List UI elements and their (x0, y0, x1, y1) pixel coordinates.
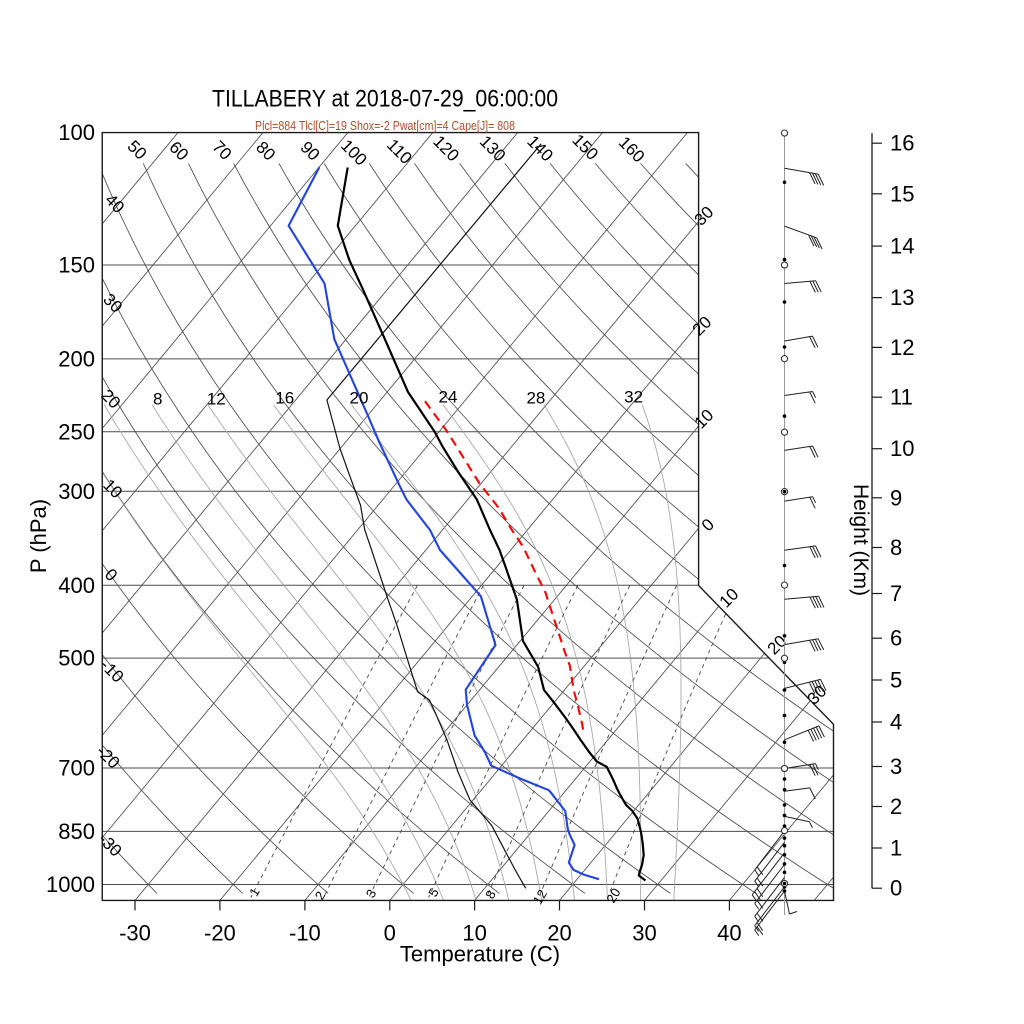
svg-text:300: 300 (58, 479, 95, 504)
svg-text:20: 20 (603, 885, 623, 905)
svg-text:1000: 1000 (46, 872, 95, 897)
svg-text:-10: -10 (289, 921, 321, 946)
svg-text:-30: -30 (119, 921, 151, 946)
svg-text:40: 40 (717, 921, 741, 946)
svg-text:14: 14 (890, 234, 914, 259)
svg-text:28: 28 (526, 388, 545, 407)
svg-text:24: 24 (439, 388, 458, 407)
svg-text:250: 250 (58, 419, 95, 444)
svg-text:6: 6 (890, 626, 902, 651)
svg-text:12: 12 (530, 887, 550, 907)
svg-text:2: 2 (890, 794, 902, 819)
svg-text:10: 10 (890, 436, 914, 461)
svg-text:3: 3 (890, 754, 902, 779)
svg-text:7: 7 (890, 581, 902, 606)
svg-text:850: 850 (58, 819, 95, 844)
svg-text:400: 400 (58, 573, 95, 598)
svg-text:4: 4 (890, 710, 902, 735)
svg-text:16: 16 (275, 389, 294, 408)
svg-text:-20: -20 (204, 921, 236, 946)
svg-text:Temperature (C): Temperature (C) (400, 942, 560, 967)
svg-text:500: 500 (58, 646, 95, 671)
svg-text:0: 0 (890, 876, 902, 901)
svg-text:P (hPa): P (hPa) (26, 499, 51, 573)
svg-text:12: 12 (890, 335, 914, 360)
svg-text:16: 16 (890, 131, 914, 156)
svg-text:Height (Km): Height (Km) (849, 484, 872, 596)
svg-text:TILLABERY at 2018-07-29_06:00:: TILLABERY at 2018-07-29_06:00:00 (212, 86, 558, 113)
svg-text:150: 150 (58, 253, 95, 278)
svg-text:30: 30 (632, 921, 656, 946)
svg-text:100: 100 (58, 120, 95, 145)
svg-text:15: 15 (890, 181, 914, 206)
svg-text:13: 13 (890, 285, 914, 310)
svg-text:12: 12 (207, 390, 226, 409)
svg-text:20: 20 (547, 921, 571, 946)
svg-text:700: 700 (58, 756, 95, 781)
svg-text:200: 200 (58, 346, 95, 371)
svg-text:8: 8 (153, 390, 162, 409)
svg-text:9: 9 (890, 485, 902, 510)
svg-text:8: 8 (890, 535, 902, 560)
svg-text:1: 1 (890, 836, 902, 861)
svg-text:32: 32 (624, 388, 643, 407)
svg-text:20: 20 (350, 389, 369, 408)
svg-text:11: 11 (890, 385, 913, 410)
svg-text:10: 10 (462, 921, 486, 946)
svg-text:0: 0 (384, 921, 396, 946)
svg-text:Plcl=884 Tlcl[C]=19 Shox=-2 Pw: Plcl=884 Tlcl[C]=19 Shox=-2 Pwat[cm]=4 C… (255, 119, 515, 133)
svg-text:5: 5 (890, 668, 902, 693)
